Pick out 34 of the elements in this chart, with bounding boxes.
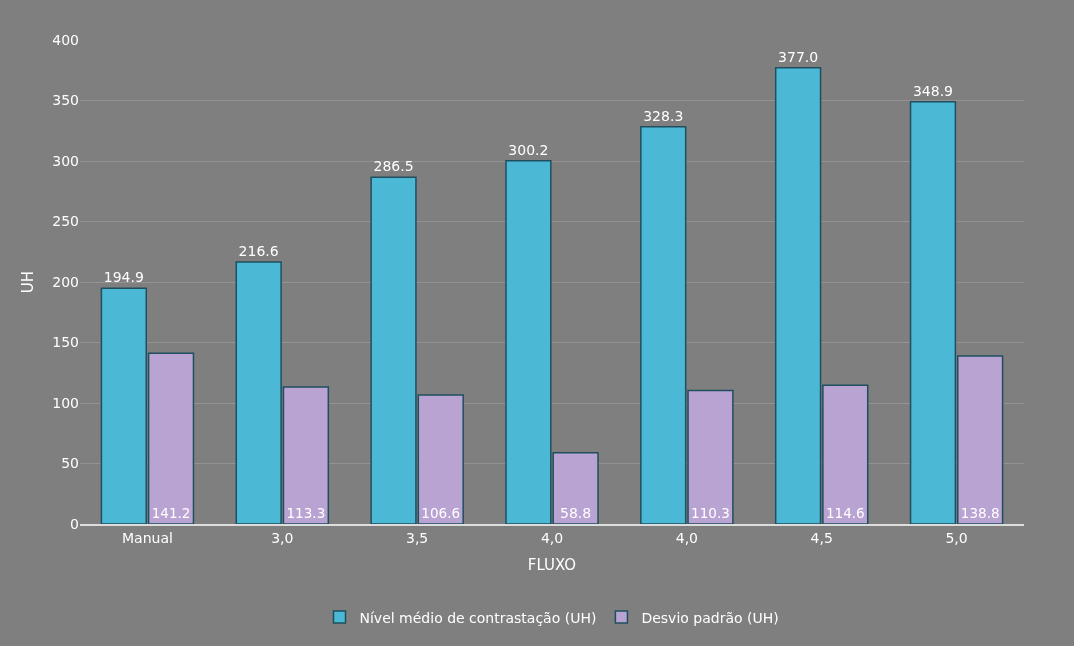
x-tick-label: 4,0 [540, 529, 564, 546]
y-tick-label: 50 [61, 455, 79, 472]
data-label: 106.6 [421, 505, 461, 522]
data-label: 216.6 [238, 242, 279, 259]
data-label: 300.2 [508, 141, 549, 158]
x-tick-label: 3,0 [271, 529, 294, 546]
data-label: 377.0 [778, 48, 819, 65]
y-tick-label: 0 [70, 515, 79, 532]
y-tick-label: 300 [52, 152, 79, 169]
y-axis-title: UH [18, 270, 37, 294]
x-tick-label: 4,5 [810, 529, 833, 546]
data-label: 348.9 [912, 82, 954, 99]
y-tick-label: 250 [52, 213, 79, 230]
x-tick-label: 4,0 [675, 529, 698, 546]
x-tick-label: 5,0 [945, 529, 968, 546]
y-tick-label: 400 [52, 31, 79, 48]
data-label: 194.9 [103, 269, 144, 286]
x-tick-label: 3,5 [406, 529, 429, 546]
data-label: 113.3 [286, 505, 326, 522]
y-tick-label: 200 [52, 273, 79, 290]
y-tick-label: 350 [52, 92, 79, 109]
data-label: 328.3 [643, 107, 684, 124]
data-label: 138.8 [960, 505, 1000, 522]
legend-label: Nível médio de contrastação (UH) [359, 609, 597, 626]
data-label: 58.8 [560, 505, 592, 521]
legend-label: Desvio padrão (UH) [641, 609, 779, 626]
x-tick-label: Manual [121, 529, 173, 546]
x-axis-title: FLUXO [527, 556, 577, 575]
data-label: 286.5 [373, 158, 414, 175]
y-tick-label: 150 [52, 334, 79, 351]
data-label: 114.6 [825, 505, 865, 522]
data-label: 110.3 [691, 505, 730, 522]
data-label: 141.2 [151, 505, 191, 522]
y-tick-label: 100 [52, 394, 79, 411]
